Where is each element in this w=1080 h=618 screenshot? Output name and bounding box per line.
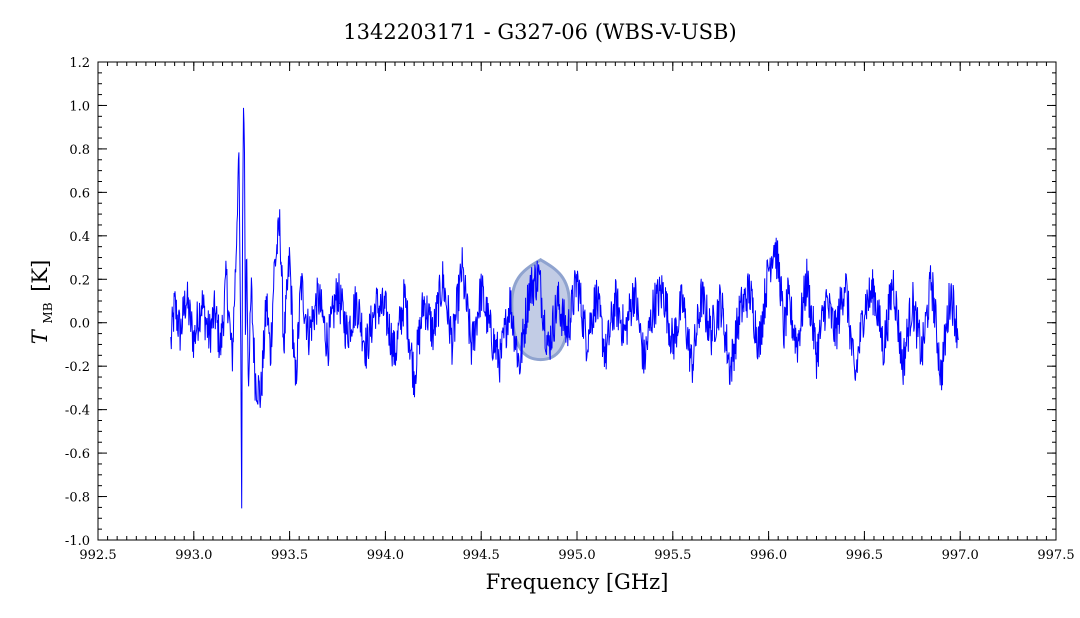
x-tick-label: 996.5 [846, 548, 883, 563]
y-tick-label: 0.0 [69, 317, 90, 332]
y-tick-label: -1.0 [65, 534, 90, 549]
x-tick-label: 992.5 [79, 548, 116, 563]
x-tick-label: 993.5 [271, 548, 308, 563]
x-tick-label: 995.0 [558, 548, 595, 563]
x-tick-label: 994.0 [367, 548, 404, 563]
svg-text:T MB [K]: T MB [K] [28, 260, 57, 345]
y-tick-label: 1.2 [69, 56, 90, 71]
y-tick-label: 0.6 [69, 186, 90, 201]
x-tick-label: 993.0 [175, 548, 212, 563]
y-axis-label-unit: [K] [28, 260, 52, 292]
x-axis-label: Frequency [GHz] [486, 570, 669, 594]
y-tick-label: -0.6 [65, 447, 90, 462]
y-axis-label: T MB [K] [28, 260, 57, 345]
chart-title: 1342203171 - G327-06 (WBS-V-USB) [343, 20, 736, 44]
x-tick-label: 997.0 [942, 548, 979, 563]
x-tick-label: 996.0 [750, 548, 787, 563]
y-axis-label-main: T [28, 328, 52, 344]
y-axis-label-sub: MB [41, 302, 55, 323]
plot-area: 992.5 993.0 993.5 994.0 994.5 995.0 995.5 996.0… [65, 56, 1075, 563]
y-tick-label: -0.4 [65, 404, 90, 419]
x-tick-label: 995.5 [654, 548, 691, 563]
y-tick-label: 0.8 [69, 143, 90, 158]
y-tick-label: 1.0 [69, 99, 90, 114]
y-tick-label: 0.4 [69, 230, 90, 245]
y-tick-label: -0.8 [65, 491, 90, 506]
spectrum-line-0 [170, 107, 959, 509]
x-tick-label: 997.5 [1037, 548, 1074, 563]
y-tick-label: -0.2 [65, 360, 90, 375]
y-tick-label: 0.2 [69, 273, 90, 288]
x-tick-label: 994.5 [463, 548, 500, 563]
